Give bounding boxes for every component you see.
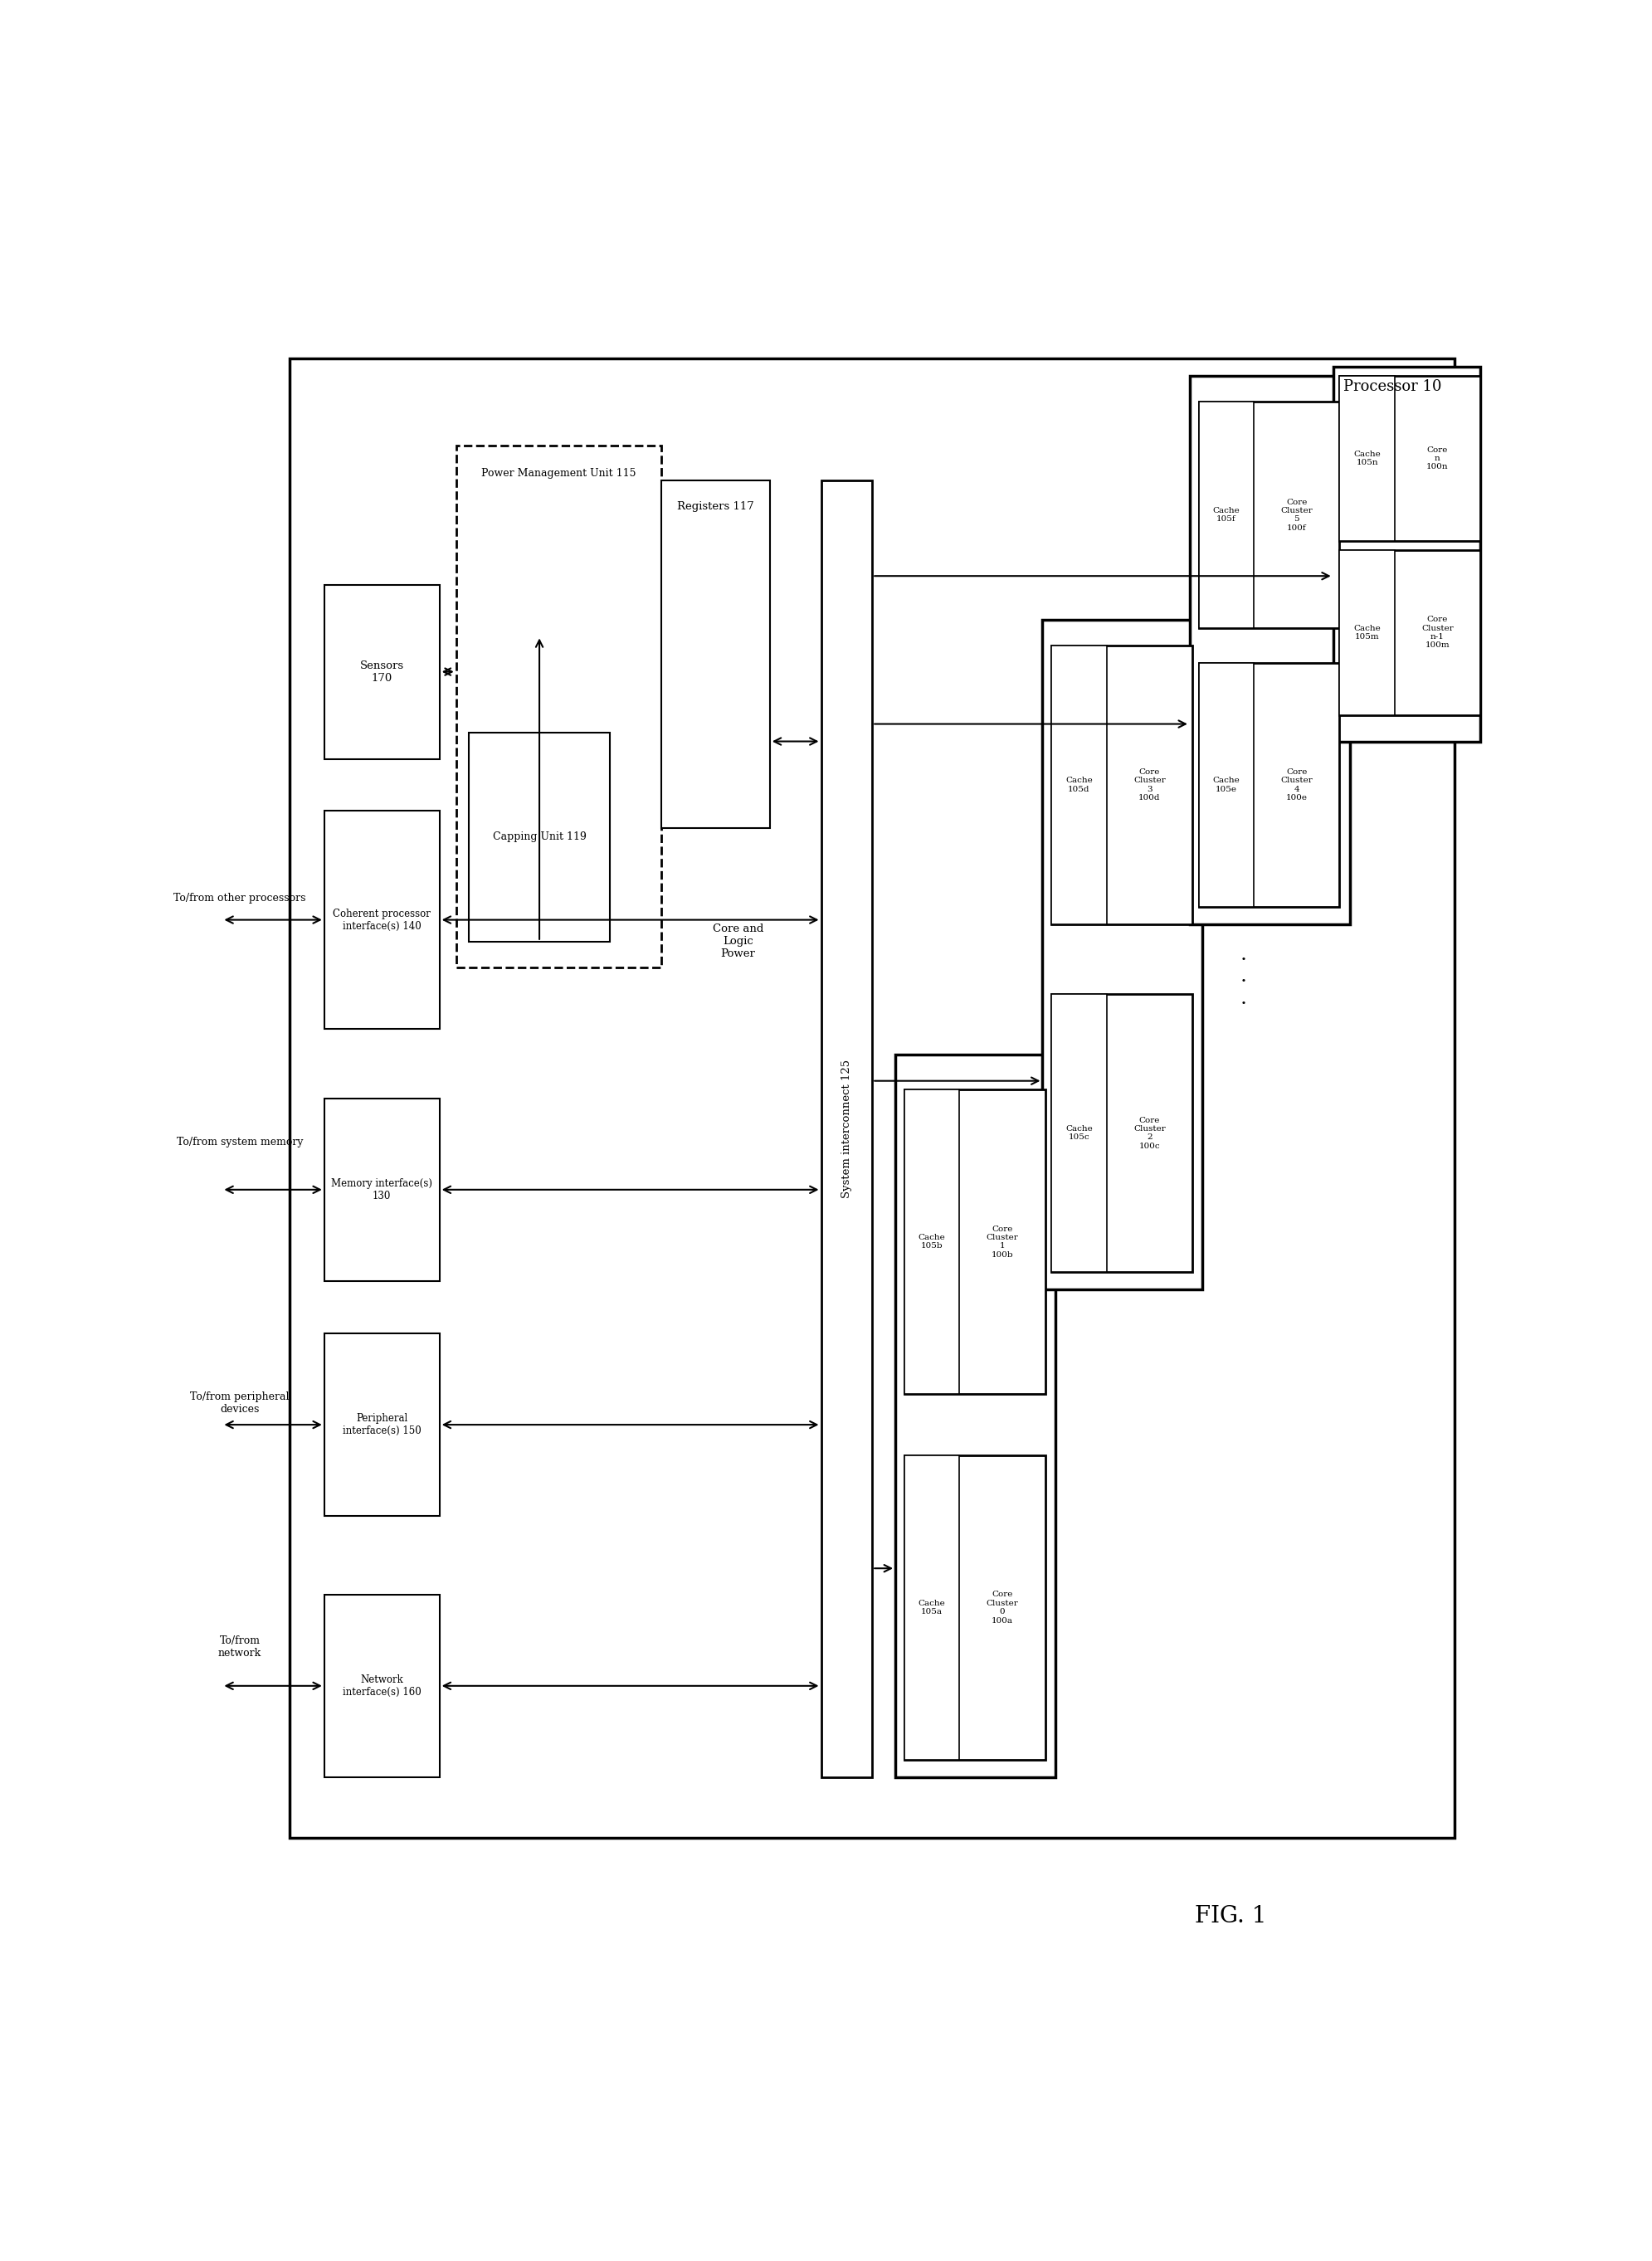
Text: Cache
105d: Cache 105d — [1066, 778, 1092, 794]
Text: Cache
105f: Cache 105f — [1213, 506, 1241, 522]
FancyBboxPatch shape — [1340, 549, 1480, 714]
FancyBboxPatch shape — [661, 479, 770, 828]
FancyBboxPatch shape — [469, 733, 610, 941]
FancyBboxPatch shape — [1042, 620, 1203, 1289]
FancyBboxPatch shape — [1199, 662, 1340, 907]
FancyBboxPatch shape — [289, 359, 1455, 1838]
Text: Cache
105a: Cache 105a — [919, 1599, 945, 1617]
FancyBboxPatch shape — [324, 1594, 439, 1777]
Text: Core and
Logic
Power: Core and Logic Power — [712, 925, 763, 959]
Text: Core
Cluster
3
100d: Core Cluster 3 100d — [1133, 769, 1166, 803]
Text: Memory interface(s)
130: Memory interface(s) 130 — [332, 1178, 433, 1201]
FancyBboxPatch shape — [1052, 647, 1107, 925]
Text: FIG. 1: FIG. 1 — [1194, 1906, 1267, 1929]
Text: Cache
105e: Cache 105e — [1213, 778, 1241, 794]
Text: Core
Cluster
5
100f: Core Cluster 5 100f — [1280, 497, 1313, 531]
FancyBboxPatch shape — [895, 1054, 1056, 1777]
FancyBboxPatch shape — [904, 1456, 1046, 1759]
Text: Core
Cluster
4
100e: Core Cluster 4 100e — [1280, 769, 1313, 803]
Text: To/from peripheral
devices: To/from peripheral devices — [190, 1391, 289, 1415]
Text: To/from
network: To/from network — [218, 1635, 261, 1657]
FancyBboxPatch shape — [1189, 375, 1350, 925]
FancyBboxPatch shape — [904, 1090, 960, 1395]
Text: Capping Unit 119: Capping Unit 119 — [492, 832, 586, 843]
FancyBboxPatch shape — [1052, 647, 1193, 925]
FancyBboxPatch shape — [1340, 549, 1394, 714]
Text: Power Management Unit 115: Power Management Unit 115 — [481, 468, 636, 479]
Text: .
.
.: . . . — [1241, 945, 1247, 1008]
Text: Core
Cluster
n-1
100m: Core Cluster n-1 100m — [1421, 615, 1454, 649]
Text: To/from system memory: To/from system memory — [177, 1137, 302, 1146]
Text: System interconnect 125: System interconnect 125 — [841, 1060, 852, 1198]
FancyBboxPatch shape — [821, 479, 872, 1777]
FancyBboxPatch shape — [324, 586, 439, 760]
Text: Network
interface(s) 160: Network interface(s) 160 — [342, 1673, 421, 1698]
FancyBboxPatch shape — [1199, 402, 1340, 629]
Text: Sensors
170: Sensors 170 — [360, 660, 405, 683]
Text: Peripheral
interface(s) 150: Peripheral interface(s) 150 — [342, 1413, 421, 1436]
FancyBboxPatch shape — [324, 1099, 439, 1282]
FancyBboxPatch shape — [1199, 662, 1254, 907]
FancyBboxPatch shape — [904, 1090, 1046, 1395]
FancyBboxPatch shape — [1340, 375, 1394, 540]
Text: Core
Cluster
2
100c: Core Cluster 2 100c — [1133, 1117, 1166, 1151]
Text: Coherent processor
interface(s) 140: Coherent processor interface(s) 140 — [334, 909, 431, 932]
FancyBboxPatch shape — [1052, 995, 1193, 1273]
Text: Core
n
100n: Core n 100n — [1426, 445, 1449, 470]
FancyBboxPatch shape — [324, 1334, 439, 1517]
FancyBboxPatch shape — [1333, 366, 1480, 742]
Text: Cache
105n: Cache 105n — [1353, 450, 1381, 466]
Text: Cache
105b: Cache 105b — [919, 1235, 945, 1250]
Text: Cache
105m: Cache 105m — [1353, 624, 1381, 640]
Text: Core
Cluster
0
100a: Core Cluster 0 100a — [986, 1592, 1018, 1623]
Text: To/from other processors: To/from other processors — [173, 893, 306, 904]
Text: Registers 117: Registers 117 — [677, 502, 753, 511]
Text: Cache
105c: Cache 105c — [1066, 1126, 1092, 1142]
Text: Processor 10: Processor 10 — [1343, 380, 1442, 393]
FancyBboxPatch shape — [456, 445, 661, 968]
FancyBboxPatch shape — [1199, 402, 1254, 629]
Text: Core
Cluster
1
100b: Core Cluster 1 100b — [986, 1225, 1018, 1259]
FancyBboxPatch shape — [1340, 375, 1480, 540]
FancyBboxPatch shape — [1052, 995, 1107, 1273]
FancyBboxPatch shape — [324, 812, 439, 1029]
FancyBboxPatch shape — [904, 1456, 960, 1759]
